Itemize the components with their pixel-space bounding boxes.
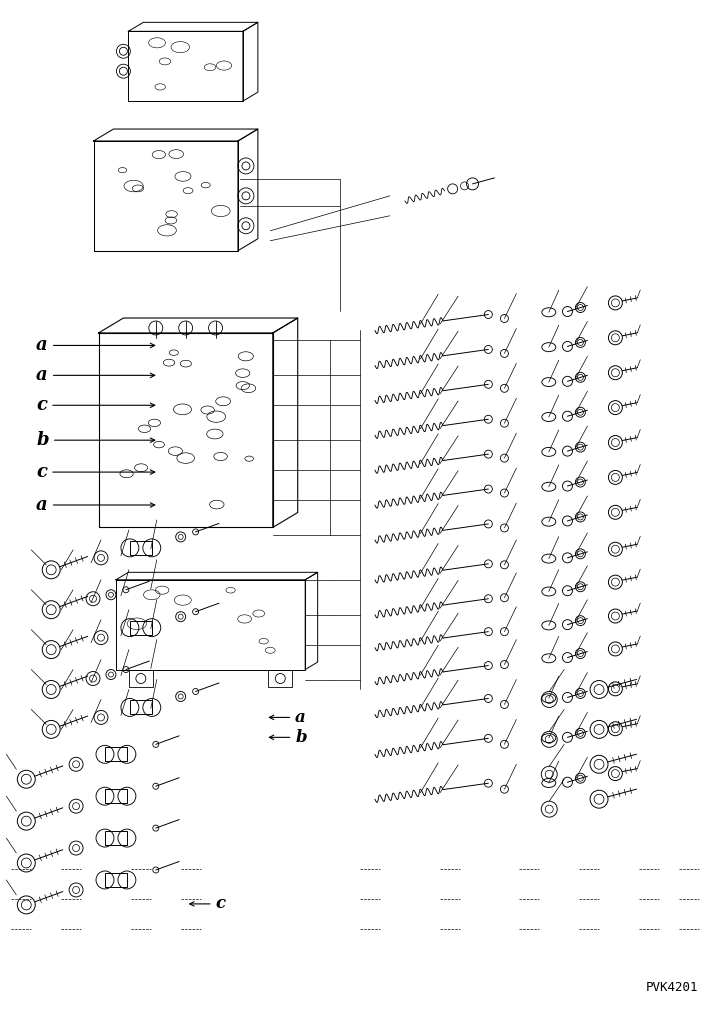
- Text: b: b: [36, 431, 155, 449]
- Text: c: c: [190, 895, 226, 912]
- Text: c: c: [36, 463, 155, 481]
- Bar: [130, 541, 152, 555]
- Bar: [130, 621, 152, 635]
- Text: a: a: [36, 366, 155, 384]
- Bar: [130, 700, 152, 714]
- Bar: [105, 748, 127, 762]
- Bar: [268, 670, 293, 687]
- Text: c: c: [36, 397, 155, 415]
- Bar: [105, 789, 127, 803]
- Bar: [105, 831, 127, 846]
- Bar: [105, 873, 127, 887]
- Text: a: a: [36, 336, 155, 354]
- Bar: [129, 670, 153, 687]
- Text: a: a: [36, 496, 155, 514]
- Text: a: a: [269, 709, 306, 725]
- Text: b: b: [269, 728, 307, 746]
- Text: PVK4201: PVK4201: [646, 981, 699, 994]
